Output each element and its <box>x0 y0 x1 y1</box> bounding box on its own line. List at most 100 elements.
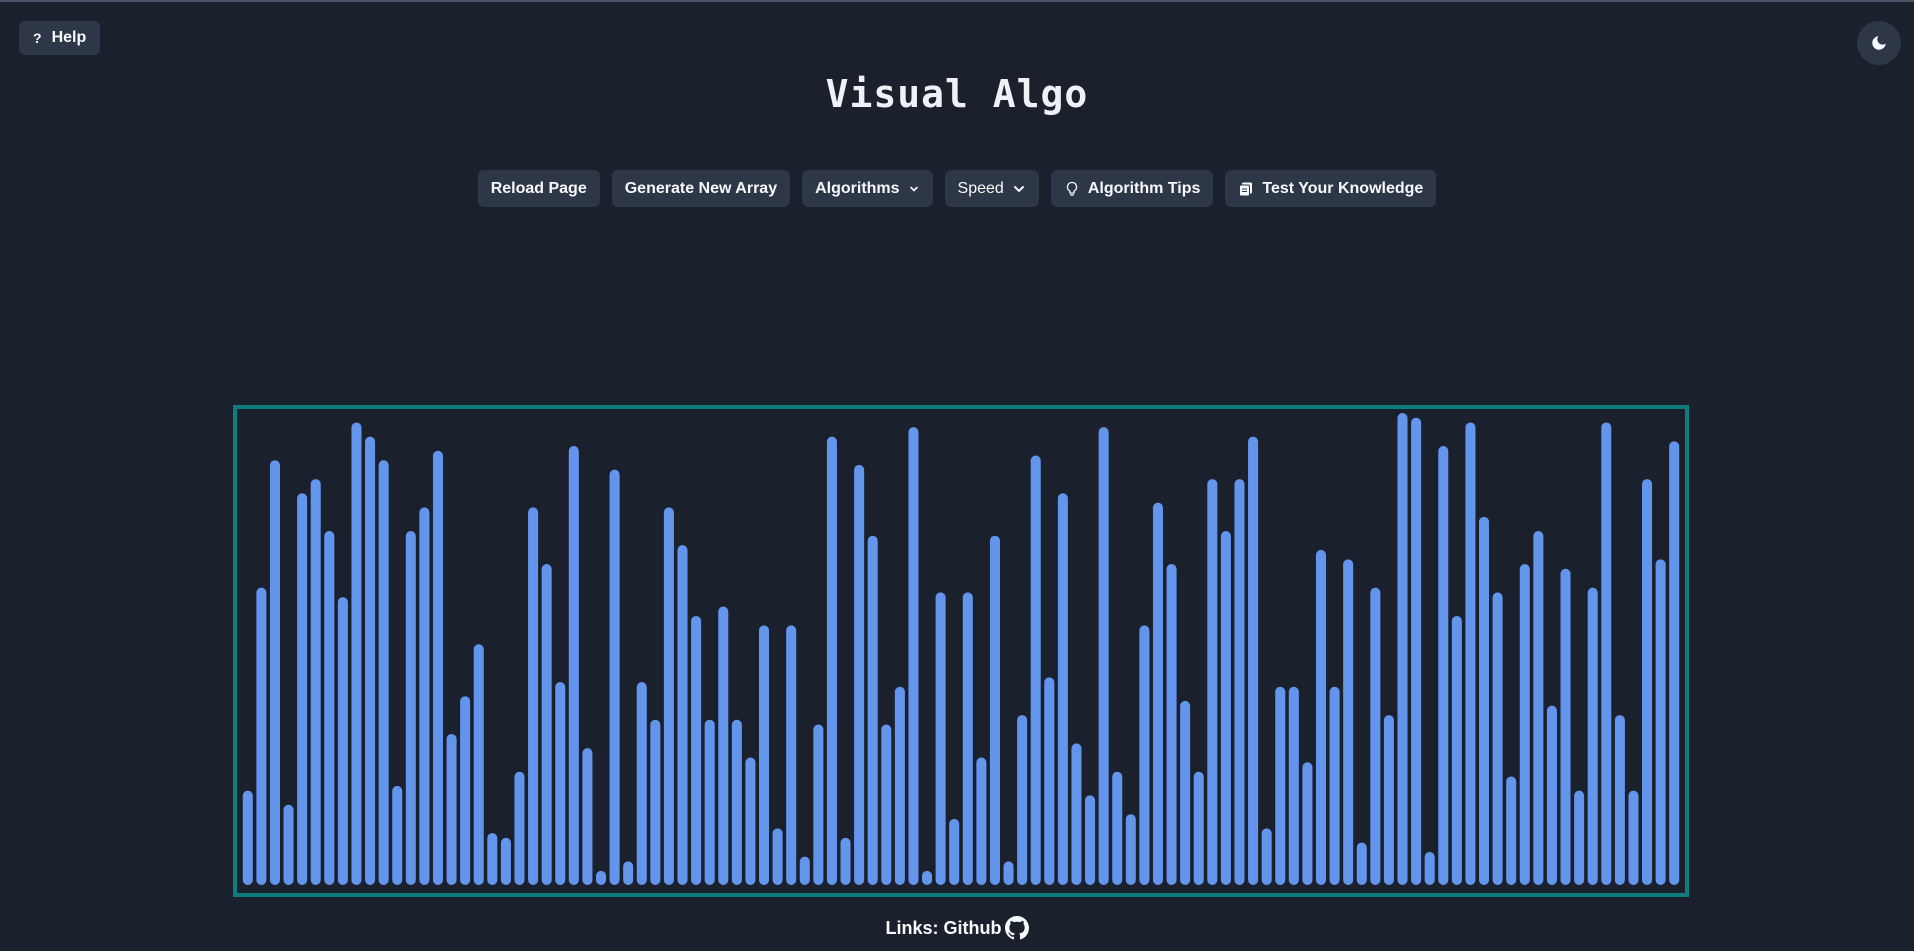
array-bar <box>908 427 919 885</box>
array-bar <box>1546 705 1557 885</box>
array-bar <box>1642 479 1653 885</box>
array-bar <box>1655 559 1666 885</box>
array-bar <box>1071 743 1082 885</box>
array-bar <box>1017 715 1028 885</box>
array-bar <box>1451 615 1462 885</box>
array-bar <box>1424 851 1435 885</box>
array-bar <box>1288 686 1299 885</box>
github-link[interactable]: Links: Github <box>885 917 1002 938</box>
array-bars <box>242 413 1680 885</box>
array-bar <box>636 682 647 885</box>
chevron-down-icon <box>1013 185 1024 192</box>
array-bar <box>242 790 253 885</box>
array-bar <box>1275 686 1286 885</box>
array-bar <box>1125 814 1136 885</box>
array-bar <box>1492 592 1503 885</box>
array-bar <box>460 696 471 885</box>
array-bar <box>786 625 797 885</box>
array-bar <box>1166 564 1177 885</box>
algorithm-tips-label: Algorithm Tips <box>1087 179 1201 197</box>
github-icon[interactable] <box>1004 916 1029 940</box>
array-bar <box>813 724 824 885</box>
array-bar <box>1057 493 1068 885</box>
reload-page-button[interactable]: Reload Page <box>477 170 600 207</box>
array-bar <box>297 493 308 885</box>
array-bar <box>1343 559 1354 885</box>
array-bar <box>1519 564 1530 885</box>
array-bar <box>337 597 348 885</box>
array-bar <box>473 644 484 885</box>
algorithm-tips-button[interactable]: Algorithm Tips <box>1050 170 1214 207</box>
array-bar <box>514 771 525 885</box>
array-bar <box>704 719 715 885</box>
array-bar <box>663 507 674 885</box>
array-bar <box>623 861 634 885</box>
array-bar <box>419 507 430 885</box>
array-bar <box>1180 700 1191 885</box>
lightbulb-icon <box>1066 181 1077 196</box>
array-bar <box>1139 625 1150 885</box>
array-bar <box>718 606 729 885</box>
array-bar <box>1207 479 1218 885</box>
array-bar <box>935 592 946 885</box>
array-bar <box>446 733 457 885</box>
generate-array-button[interactable]: Generate New Array <box>611 170 791 207</box>
top-border <box>0 0 1914 2</box>
array-bar <box>555 682 566 885</box>
array-bar <box>772 828 783 885</box>
array-bar <box>1030 455 1041 885</box>
algorithms-dropdown[interactable]: Algorithms <box>802 170 933 207</box>
speed-dropdown[interactable]: Speed <box>944 170 1039 207</box>
array-bar <box>894 686 905 885</box>
array-bar <box>324 531 335 885</box>
array-bar <box>405 531 416 885</box>
help-label: Help <box>51 29 87 46</box>
array-bar <box>1152 502 1163 885</box>
array-bar <box>432 450 443 885</box>
toolbar: Reload Page Generate New Array Algorithm… <box>0 170 1914 207</box>
theme-toggle-button[interactable] <box>1857 21 1901 65</box>
speed-label: Speed <box>957 179 1004 197</box>
array-bar <box>1560 568 1571 885</box>
array-bar <box>881 724 892 885</box>
array-bar <box>595 870 607 885</box>
array-bar <box>1438 446 1449 885</box>
array-bar <box>867 535 878 885</box>
array-bar <box>378 460 389 885</box>
array-bar <box>256 587 267 885</box>
array-bar <box>1370 587 1381 885</box>
help-button[interactable]: ? Help <box>19 21 101 55</box>
array-bar <box>1533 531 1544 885</box>
array-bar <box>949 818 960 885</box>
generate-array-label: Generate New Array <box>624 179 778 197</box>
array-bar <box>1315 549 1327 885</box>
array-bar <box>582 748 593 885</box>
array-bar <box>269 460 280 885</box>
array-bar <box>1628 790 1639 885</box>
array-bar <box>1098 427 1109 885</box>
array-bar <box>1669 441 1680 885</box>
array-bar <box>1193 771 1204 885</box>
chevron-down-icon <box>909 186 918 192</box>
array-bar <box>1044 677 1055 885</box>
array-bar <box>365 436 376 885</box>
array-bar <box>758 625 770 885</box>
array-bar <box>976 757 987 885</box>
array-bar <box>283 804 294 885</box>
algorithms-label: Algorithms <box>815 179 900 197</box>
array-bar <box>840 837 851 885</box>
array-bar <box>1397 413 1408 885</box>
array-bar <box>799 856 810 885</box>
array-bar <box>677 545 688 885</box>
array-bar <box>650 719 661 885</box>
array-bar <box>1601 422 1612 885</box>
array-bar <box>392 785 403 885</box>
array-bar <box>609 469 620 885</box>
array-bar <box>1383 715 1394 885</box>
array-bar <box>731 719 742 885</box>
array-bar <box>1356 842 1367 885</box>
question-icon: ? <box>33 30 42 46</box>
array-bar <box>1574 790 1585 885</box>
test-knowledge-button[interactable]: Test Your Knowledge <box>1225 170 1437 207</box>
array-bar <box>826 436 837 885</box>
